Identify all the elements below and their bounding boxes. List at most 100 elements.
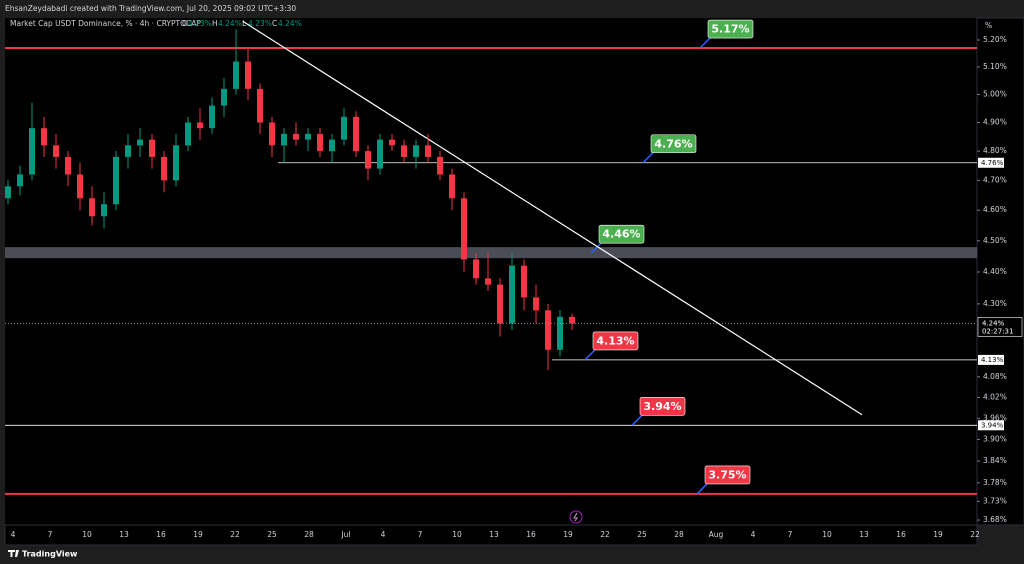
candle-body [233,61,239,89]
trendline [242,20,863,416]
x-tick-label: 22 [970,530,980,539]
level-label-box [650,134,697,154]
plot: O 4.23% H 4.24% L 4.23% C 4.24%5.20%5.10%5.00%4… [5,19,1023,539]
candle-body [365,151,371,169]
chart-title: Market Cap USDT Dominance, % · 4h · CRYP… [10,19,201,28]
label-pointer [584,349,596,361]
candle-body [149,139,155,157]
candle-body [209,105,215,129]
level-label-box [592,331,639,351]
candle-body [293,133,299,140]
candle-body [41,128,47,146]
countdown: 02:27:31 [982,327,1013,335]
axis-tag: 4.13% [981,356,1004,364]
candle-body [5,186,11,199]
candle-body [269,122,275,146]
x-tick-label: 25 [267,530,277,539]
ohlc-value: 4.23% [248,19,272,28]
x-tick-label: 7 [48,530,53,539]
level-label: 4.76% [654,137,692,150]
x-tick-label: Aug [709,530,724,539]
candle-body [257,88,263,123]
x-tick-label: 19 [563,530,573,539]
ohlc-key: L [242,19,247,28]
y-tick-label: 4.80% [983,146,1007,155]
level-label: 4.13% [596,334,634,347]
candle-body [437,156,443,175]
label-pointer [590,242,602,254]
x-tick-label: 16 [156,530,166,539]
y-tick-label: 3.96% [983,413,1007,422]
axis-tag-box [978,354,1004,365]
label-pointer [642,152,654,164]
level-label: 3.75% [708,468,746,481]
y-tick-label: 4.02% [983,392,1007,401]
x-tick-label: 7 [788,530,793,539]
candle-body [281,133,287,146]
y-tick-label: 4.60% [983,205,1007,214]
ohlc-key: H [212,19,218,28]
x-tick-label: 25 [637,530,647,539]
y-tick-label: 3.90% [983,434,1007,443]
candle-body [497,284,503,324]
x-tick-label: 10 [822,530,832,539]
level-label-box [707,19,754,39]
x-tick-label: 28 [304,530,314,539]
label-pointer [631,414,643,426]
candle-body [221,88,227,106]
candle-body [569,316,575,324]
x-tick-label: 19 [933,530,943,539]
label-pointer [696,483,708,495]
x-tick-label: 22 [230,530,240,539]
candle-body [377,139,383,169]
y-tick-label: 4.70% [983,175,1007,184]
x-tick-label: 10 [452,530,462,539]
candle-body [425,145,431,157]
candle-body [389,139,395,146]
time-axis [4,524,978,546]
event-icon [569,510,583,524]
x-tick-label: 7 [418,530,423,539]
axis-tag-box [978,420,1004,431]
level-label-box [704,465,751,485]
y-tick-label: 5.20% [983,35,1007,44]
ohlc-value: 4.24% [218,19,242,28]
x-tick-label: 13 [119,530,129,539]
x-tick-label: 4 [751,530,756,539]
candle-body [329,139,335,152]
label-pointer [699,37,711,49]
x-tick-label: 13 [859,530,869,539]
y-tick-label: 4.08% [983,372,1007,381]
candle-body [557,316,563,350]
candle-body [413,145,419,157]
ohlc-value: 4.24% [278,19,302,28]
x-tick-label: 16 [526,530,536,539]
level-label-box [598,224,645,244]
candle-body [533,297,539,311]
candle-body [341,116,347,140]
y-tick-label: 3.68% [983,515,1007,524]
candle-body [53,145,59,157]
x-tick-label: 4 [381,530,386,539]
axis-tag-box [978,157,1004,168]
ohlc-key: C [272,19,277,28]
candle-body [245,61,251,89]
candle-body [461,198,467,260]
x-tick-label: 19 [193,530,203,539]
x-tick-label: 28 [674,530,684,539]
level-label: 5.17% [711,23,749,36]
candle-body [29,128,35,175]
candle-body [17,174,23,187]
y-tick-label: 4.90% [983,118,1007,127]
x-tick-label: 16 [896,530,906,539]
y-tick-label: 4.40% [983,267,1007,276]
y-tick-label: 5.10% [983,62,1007,71]
candle-body [77,174,83,199]
candle-body [197,122,203,129]
candle-body [305,133,311,140]
y-tick-label: 4.50% [983,236,1007,245]
y-tick-label: 3.73% [983,496,1007,505]
candle-body [125,145,131,157]
